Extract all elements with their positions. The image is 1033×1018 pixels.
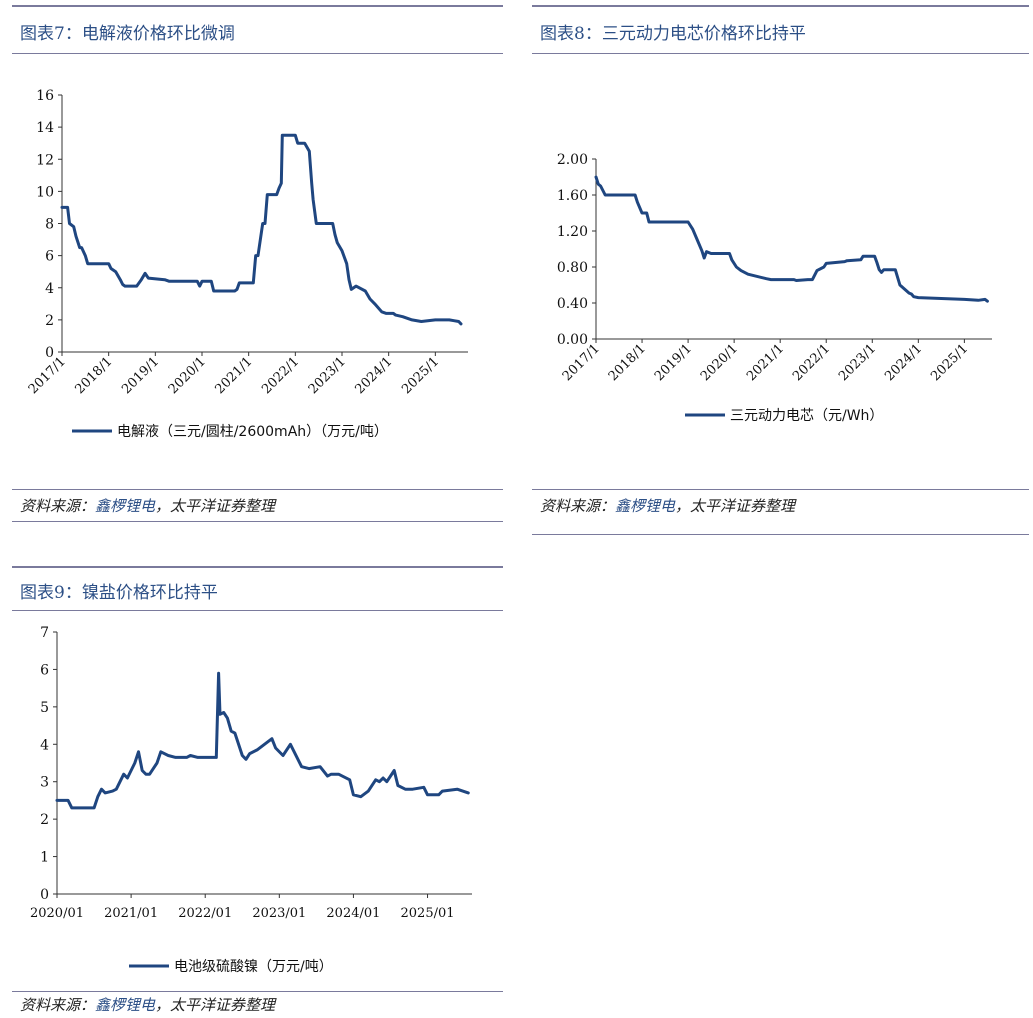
x-tick-label: 2018/1 xyxy=(606,341,649,384)
y-tick-label: 1.60 xyxy=(557,188,588,204)
x-tick-label: 2022/01 xyxy=(178,906,232,921)
y-tick-label: 5 xyxy=(40,700,49,716)
y-tick-label: 2 xyxy=(45,313,54,329)
panel-bottom-rule xyxy=(12,521,503,522)
y-tick-label: 10 xyxy=(36,184,54,200)
y-tick-label: 8 xyxy=(45,217,54,233)
y-tick-label: 0.40 xyxy=(557,296,588,312)
source-link: 鑫椤锂电 xyxy=(95,497,156,515)
x-tick-label: 2019/1 xyxy=(119,354,162,397)
y-tick-label: 0 xyxy=(45,345,54,361)
x-tick-label: 2018/1 xyxy=(73,354,116,397)
x-tick-label: 2021/01 xyxy=(104,906,158,921)
y-tick-label: 0 xyxy=(40,887,49,903)
panel-title: 图表9：镍盐价格环比持平 xyxy=(20,583,218,603)
panel-source: 资料来源：鑫椤锂电，太平洋证券整理 xyxy=(20,495,275,516)
panel-source-rule-top xyxy=(12,991,503,992)
y-tick-label: 4 xyxy=(40,737,49,753)
chart-panel-ncm-cell: 图表8：三元动力电芯价格环比持平 0.00 0.40 0.80 1.20 1.60 2.0… xyxy=(532,5,1029,535)
source-suffix: ，太平洋证券整理 xyxy=(155,497,276,515)
y-tick-label: 4 xyxy=(45,281,54,297)
series-line xyxy=(55,671,470,810)
chart-panel-nickel-sulfate: 图表9：镍盐价格环比持平 0 1 2 3 4 5 6 7 2020/01 2021/01 2022/… xyxy=(12,566,503,1016)
panel-source: 资料来源：鑫椤锂电，太平洋证券整理 xyxy=(20,994,275,1015)
x-tick-label: 2021/1 xyxy=(744,341,787,384)
y-tick-label: 14 xyxy=(36,120,54,136)
panel-title: 图表7：电解液价格环比微调 xyxy=(20,24,235,44)
y-tick-label: 7 xyxy=(40,625,49,641)
x-tick-label: 2024/01 xyxy=(326,906,380,921)
y-tick-label: 6 xyxy=(45,249,54,265)
x-tick-label: 2019/1 xyxy=(652,341,695,384)
panel-top-rule xyxy=(12,566,503,568)
x-tick-label: 2025/01 xyxy=(401,906,455,921)
panel-title: 图表8：三元动力电芯价格环比持平 xyxy=(540,24,806,44)
y-tick-label: 0.80 xyxy=(557,260,588,276)
x-tick-label: 2024/1 xyxy=(882,341,925,384)
y-tick-label: 6 xyxy=(40,662,49,678)
x-tick-label: 2020/01 xyxy=(30,906,84,921)
x-tick-label: 2023/1 xyxy=(836,341,879,384)
panel-title-rule xyxy=(12,53,503,54)
x-tick-label: 2025/1 xyxy=(399,354,442,397)
y-tick-label: 1.20 xyxy=(557,224,588,240)
x-tick-label: 2021/1 xyxy=(213,354,256,397)
panel-source-rule-top xyxy=(532,489,1029,490)
panel-top-rule xyxy=(532,5,1029,7)
y-tick-label: 1 xyxy=(40,850,49,866)
panel-source-rule-top xyxy=(12,489,503,490)
source-suffix: ，太平洋证券整理 xyxy=(675,497,796,515)
x-tick-label: 2022/1 xyxy=(259,354,302,397)
panel-top-rule xyxy=(12,5,503,7)
source-link: 鑫椤锂电 xyxy=(615,497,676,515)
x-tick-label: 2020/1 xyxy=(698,341,741,384)
nickel-sulfate-price-chart: 0 1 2 3 4 5 6 7 2020/01 2021/01 2022/01 2023/01 2024… xyxy=(30,625,472,975)
x-tick-label: 2024/1 xyxy=(353,354,396,397)
x-tick-label: 2023/1 xyxy=(306,354,349,397)
source-prefix: 资料来源： xyxy=(20,996,96,1014)
y-tick-label: 0.00 xyxy=(557,332,588,348)
x-tick-label: 2020/1 xyxy=(166,354,209,397)
series-line xyxy=(60,133,463,326)
panel-bottom-rule xyxy=(532,534,1029,535)
panel-title-rule xyxy=(532,53,1029,54)
x-tick-label: 2022/1 xyxy=(790,341,833,384)
source-link: 鑫椤锂电 xyxy=(95,996,156,1014)
source-suffix: ，太平洋证券整理 xyxy=(155,996,276,1014)
x-tick-label: 2025/1 xyxy=(928,341,971,384)
chart-panel-electrolyte: 图表7：电解液价格环比微调 0 2 4 6 8 10 12 14 16 2017/1 2018/1 2… xyxy=(12,5,503,522)
y-tick-label: 3 xyxy=(40,775,49,791)
source-prefix: 资料来源： xyxy=(540,497,616,515)
panel-title-rule xyxy=(12,610,503,611)
y-tick-label: 2.00 xyxy=(557,152,588,168)
y-tick-label: 12 xyxy=(36,152,54,168)
panel-source: 资料来源：鑫椤锂电，太平洋证券整理 xyxy=(540,495,795,516)
series-line xyxy=(594,175,989,303)
y-tick-label: 2 xyxy=(40,812,49,828)
legend-label: 三元动力电芯（元/Wh） xyxy=(730,408,883,424)
source-prefix: 资料来源： xyxy=(20,497,96,515)
legend-label: 电池级硫酸镍（万元/吨） xyxy=(174,959,333,975)
y-tick-label: 16 xyxy=(36,88,54,104)
x-tick-label: 2023/01 xyxy=(252,906,306,921)
legend-label: 电解液（三元/圆柱/2600mAh）（万元/吨） xyxy=(117,424,388,440)
